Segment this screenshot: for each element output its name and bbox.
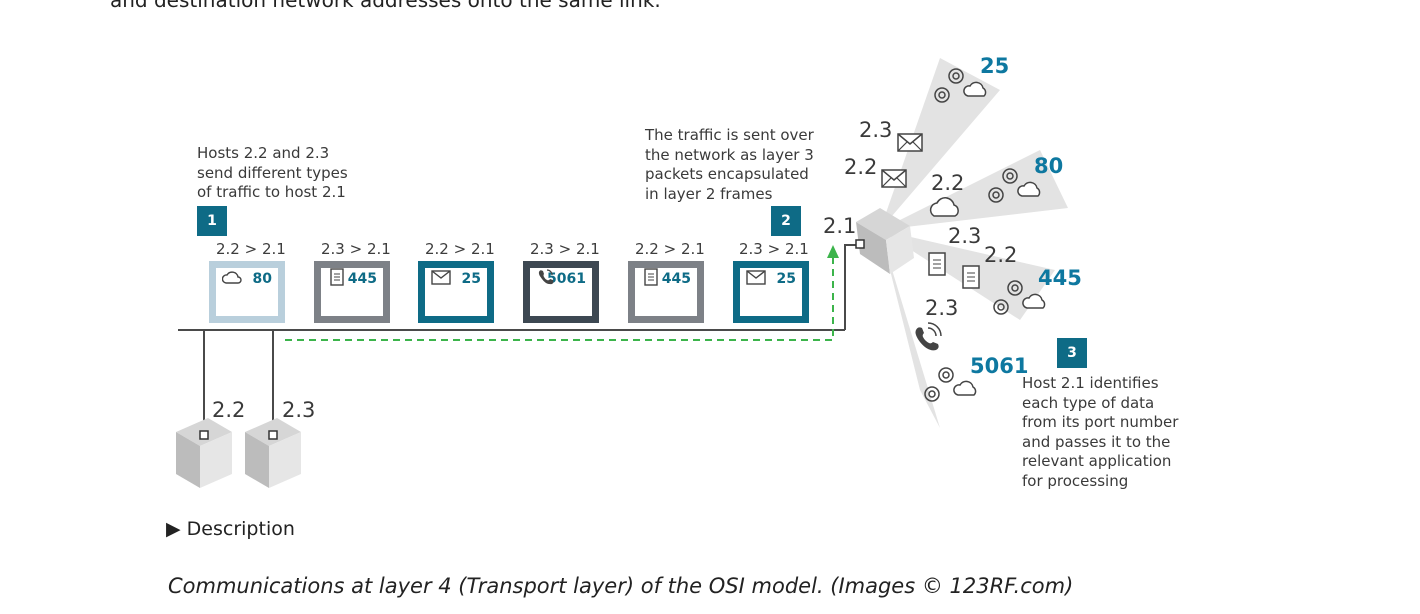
fan-label: 2.2 [931, 171, 965, 195]
fan-wedge-80 [880, 150, 1068, 230]
host23-computer-icon [245, 418, 301, 488]
frame-port-number: 25 [461, 271, 481, 287]
host21-label: 2.1 [823, 214, 857, 238]
step1-badge: 1 [197, 206, 227, 236]
frame-port-number: 25 [776, 271, 796, 287]
fan-label: 2.2 [984, 243, 1018, 267]
document-icon [330, 268, 344, 286]
frame-port-number: 80 [252, 271, 272, 287]
intro-text: and destination network addresses onto t… [110, 0, 661, 12]
frame-header: 2.3 > 2.1 [530, 240, 600, 258]
fan-label: 2.3 [948, 224, 982, 248]
frame-port-number: 445 [661, 271, 691, 287]
frame-header: 2.3 > 2.1 [321, 240, 391, 258]
envelope-icon [431, 270, 451, 285]
app-port-label: 80 [1034, 154, 1064, 178]
description-toggle[interactable]: ▶ Description [166, 518, 295, 540]
cloud-icon [1022, 293, 1046, 309]
cloud-icon [1017, 181, 1041, 197]
fan-label: 2.2 [844, 155, 878, 179]
fan-wedge-5061 [880, 230, 940, 428]
step3-badge: 3 [1057, 338, 1087, 368]
host22-label: 2.2 [212, 398, 246, 422]
cloud-icon [963, 81, 987, 97]
figure-caption: Communications at layer 4 (Transport lay… [168, 574, 1074, 598]
frame-port-445: 445 [628, 261, 704, 323]
frame-header: 2.2 > 2.1 [635, 240, 705, 258]
frame-port-25: 25 [733, 261, 809, 323]
frame-header: 2.2 > 2.1 [425, 240, 495, 258]
document-icon [928, 252, 946, 276]
frame-header: 2.2 > 2.1 [216, 240, 286, 258]
frame-port-5061: 5061 [523, 261, 599, 323]
application-gears-icon [988, 168, 1018, 203]
host22-computer-icon [176, 418, 232, 488]
host21-cable [844, 244, 860, 330]
osi-layer4-figure: Hosts 2.2 and 2.3 send different types o… [160, 40, 1200, 500]
cloud-icon [953, 380, 977, 396]
host21-computer-icon [855, 208, 914, 274]
document-icon [962, 265, 980, 289]
app-port-label: 445 [1038, 266, 1082, 290]
traffic-arrowhead [827, 245, 839, 258]
fan-label: 2.3 [859, 118, 893, 142]
envelope-icon [897, 133, 923, 152]
application-gears-icon [993, 280, 1023, 315]
frame-port-25: 25 [418, 261, 494, 323]
step3-annotation: Host 2.1 identifies each type of data fr… [1022, 374, 1179, 490]
app-port-label: 25 [980, 54, 1010, 78]
frame-port-445: 445 [314, 261, 390, 323]
frame-port-number: 5061 [547, 271, 586, 287]
application-gears-icon [934, 68, 964, 103]
app-port-label: 5061 [970, 354, 1029, 378]
figure-graphics [176, 58, 1068, 488]
host23-label: 2.3 [282, 398, 316, 422]
step2-badge: 2 [771, 206, 801, 236]
fan-wedge-25 [880, 58, 1000, 230]
frame-header: 2.3 > 2.1 [739, 240, 809, 258]
application-gears-icon [924, 367, 954, 402]
envelope-icon [881, 169, 907, 188]
frame-port-number: 445 [347, 271, 377, 287]
fan-label: 2.3 [925, 296, 959, 320]
phone-icon [915, 322, 942, 351]
traffic-path-dashed [285, 252, 834, 341]
document-icon [644, 268, 658, 286]
step2-annotation: The traffic is sent over the network as … [645, 126, 814, 203]
phone-icon [538, 269, 554, 285]
step1-annotation: Hosts 2.2 and 2.3 send different types o… [197, 144, 348, 201]
envelope-icon [746, 270, 766, 285]
cloud-icon [929, 197, 959, 217]
cloud-icon [222, 271, 242, 284]
frame-port-80: 80 [209, 261, 285, 323]
disclosure-triangle-icon: ▶ [166, 518, 181, 540]
description-toggle-label: Description [186, 518, 295, 540]
